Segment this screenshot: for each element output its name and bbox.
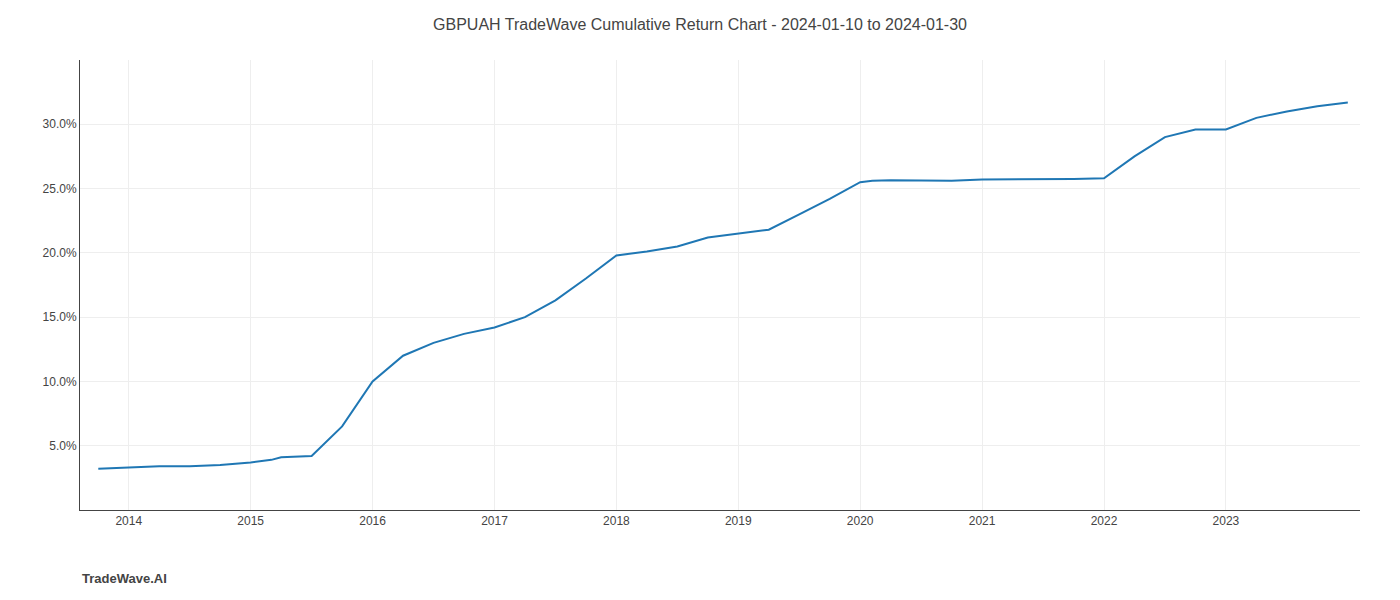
svg-text:2014: 2014 bbox=[115, 514, 142, 528]
svg-text:15.0%: 15.0% bbox=[43, 310, 77, 324]
svg-text:2018: 2018 bbox=[603, 514, 630, 528]
svg-text:20.0%: 20.0% bbox=[43, 246, 77, 260]
svg-text:5.0%: 5.0% bbox=[49, 439, 77, 453]
svg-text:10.0%: 10.0% bbox=[43, 375, 77, 389]
svg-text:2015: 2015 bbox=[237, 514, 264, 528]
svg-text:2020: 2020 bbox=[847, 514, 874, 528]
svg-text:2023: 2023 bbox=[1213, 514, 1240, 528]
svg-text:30.0%: 30.0% bbox=[43, 117, 77, 131]
svg-text:25.0%: 25.0% bbox=[43, 182, 77, 196]
svg-text:2017: 2017 bbox=[481, 514, 508, 528]
svg-text:TradeWave.AI: TradeWave.AI bbox=[82, 571, 167, 586]
svg-text:2021: 2021 bbox=[969, 514, 996, 528]
svg-text:2022: 2022 bbox=[1091, 514, 1118, 528]
svg-text:2019: 2019 bbox=[725, 514, 752, 528]
svg-text:2016: 2016 bbox=[359, 514, 386, 528]
svg-text:GBPUAH TradeWave Cumulative Re: GBPUAH TradeWave Cumulative Return Chart… bbox=[433, 16, 967, 33]
